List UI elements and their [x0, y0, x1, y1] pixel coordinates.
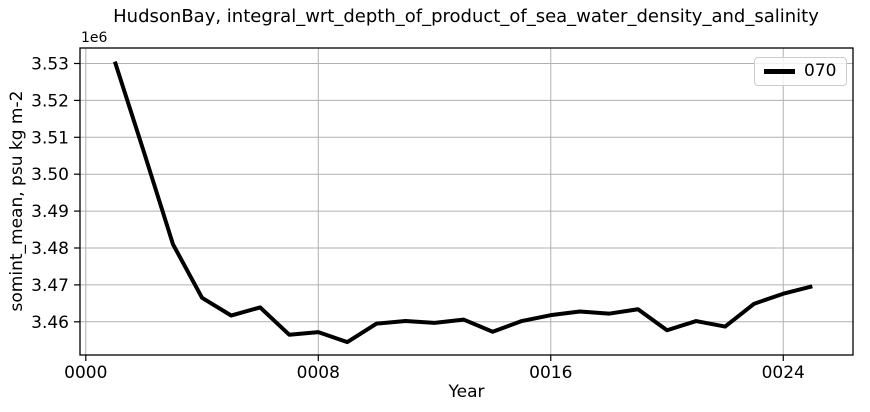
x-tick-label: 0024	[762, 363, 805, 383]
y-tick-label: 3.52	[31, 91, 69, 111]
legend-line-sample-icon	[764, 69, 795, 74]
y-tick-label: 3.46	[31, 313, 69, 333]
y-tick-label: 3.53	[31, 54, 69, 74]
axes-spines	[79, 47, 854, 356]
x-tick-label: 0000	[64, 363, 107, 383]
legend: 070	[754, 57, 847, 86]
x-tick-label: 0008	[297, 363, 340, 383]
data-line-070	[112, 61, 813, 345]
y-tick-label: 3.49	[31, 202, 69, 222]
x-axis-label: Year	[448, 382, 485, 402]
y-tick-label: 3.50	[31, 165, 69, 185]
y-tick-label: 3.51	[31, 128, 69, 148]
y-axis-label: somint_mean, psu kg m-2	[7, 90, 27, 312]
y-tick-label: 3.47	[31, 276, 69, 296]
x-tick-label: 0016	[529, 363, 572, 383]
y-tick-label: 3.48	[31, 239, 69, 259]
chart-title: HudsonBay, integral_wrt_depth_of_product…	[113, 6, 819, 27]
legend-label: 070	[804, 61, 837, 81]
y-axis-offset-label: 1e6	[81, 30, 108, 46]
